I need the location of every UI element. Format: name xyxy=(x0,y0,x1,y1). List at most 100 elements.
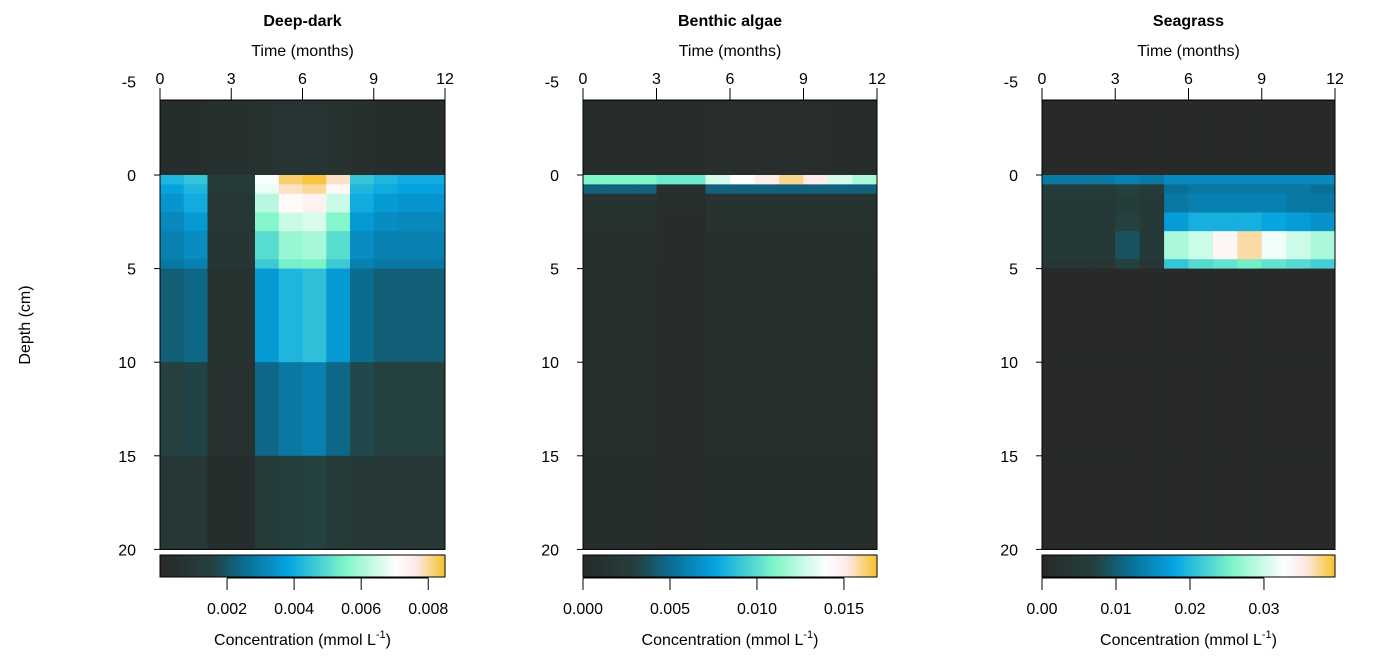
heatmap-cell xyxy=(326,193,351,213)
heatmap-cell xyxy=(183,268,208,363)
heatmap-cell xyxy=(421,268,446,363)
heatmap-cell xyxy=(278,193,303,213)
y-tick-label: -5 xyxy=(122,74,136,91)
heatmap-cell xyxy=(1286,100,1312,176)
heatmap-cell xyxy=(421,100,446,176)
heatmap-cell xyxy=(326,212,351,232)
heatmap-cell xyxy=(583,212,608,232)
heatmap-cell xyxy=(779,175,804,185)
heatmap-cell xyxy=(302,259,327,270)
heatmap-cell xyxy=(779,259,804,270)
heatmap-cell xyxy=(1261,259,1287,270)
heatmap-cell xyxy=(1212,193,1238,213)
heatmap-cell xyxy=(1066,455,1092,550)
heatmap-cell xyxy=(373,184,398,195)
heatmap-cell xyxy=(160,100,185,176)
heatmap-cell xyxy=(160,455,185,550)
heatmap-cell xyxy=(1286,231,1312,260)
heatmap-cell xyxy=(278,100,303,176)
heatmap-cell xyxy=(730,455,755,550)
heatmap-cell xyxy=(1066,259,1092,270)
y-tick-label: 10 xyxy=(118,355,136,372)
heatmap-cell xyxy=(632,175,657,185)
heatmap-cell xyxy=(255,455,280,550)
heatmap-cell xyxy=(1237,193,1263,213)
heatmap-cell xyxy=(1310,268,1336,363)
heatmap-cell xyxy=(803,259,829,270)
heatmap-cell xyxy=(1066,175,1092,185)
heatmap-cell xyxy=(231,268,256,363)
heatmap-cell xyxy=(730,231,755,260)
heatmap-cell xyxy=(632,193,657,213)
heatmap-cell xyxy=(852,193,878,213)
heatmap-cell xyxy=(373,231,398,260)
heatmap-cell xyxy=(1286,259,1312,270)
heatmap-cell xyxy=(681,212,706,232)
heatmap-cell xyxy=(160,362,185,457)
heatmap-cell xyxy=(350,212,375,232)
heatmap-cell xyxy=(1139,175,1165,185)
heatmap-cell xyxy=(583,362,608,457)
heatmap-cell xyxy=(1212,362,1238,457)
heatmap-cell xyxy=(1115,175,1141,185)
heatmap-cell xyxy=(1090,362,1116,457)
heatmap-cell xyxy=(730,259,755,270)
heatmap-cell xyxy=(828,193,853,213)
heatmap-cell xyxy=(1139,231,1165,260)
heatmap-cell xyxy=(1212,268,1238,363)
heatmap-cell xyxy=(852,259,878,270)
heatmap-cell xyxy=(207,193,232,213)
heatmap-cell xyxy=(397,184,422,195)
heatmap-cell xyxy=(852,184,878,195)
heatmap-cell xyxy=(302,184,327,195)
heatmap-cell xyxy=(1066,362,1092,457)
heatmap-cell xyxy=(681,193,706,213)
heatmap-cell xyxy=(1261,212,1287,232)
heatmap-cell xyxy=(160,175,185,185)
x-tick-label: 6 xyxy=(298,71,307,88)
heatmap-cell xyxy=(231,259,256,270)
heatmap-cell xyxy=(160,259,185,270)
heatmap-cell xyxy=(207,362,232,457)
heatmap-cell xyxy=(1188,259,1214,270)
heatmap-cell xyxy=(1139,455,1165,550)
heatmap-cell xyxy=(1310,212,1336,232)
heatmap-cell xyxy=(1261,362,1287,457)
heatmap-cell xyxy=(231,175,256,185)
x-tick-label: 12 xyxy=(436,71,454,88)
heatmap-cell xyxy=(397,100,422,176)
heatmap-cell xyxy=(373,175,398,185)
heatmap-cell xyxy=(1164,212,1189,232)
heatmap-cell xyxy=(1164,259,1189,270)
heatmap-cell xyxy=(1115,231,1141,260)
heatmap-cell xyxy=(1164,231,1189,260)
heatmap-cell xyxy=(1188,455,1214,550)
colorbar-label: Concentration (mmol L-1) xyxy=(642,629,819,649)
heatmap-cell xyxy=(632,259,657,270)
heatmap-cell xyxy=(852,212,878,232)
heatmap-cell xyxy=(231,184,256,195)
heatmap-cell xyxy=(1310,175,1336,185)
heatmap-cell xyxy=(350,100,375,176)
heatmap-cell xyxy=(1042,184,1067,195)
heatmap-cell xyxy=(1042,212,1067,232)
x-axis-label: Time (months) xyxy=(679,43,782,60)
heatmap-cell xyxy=(705,100,731,176)
heatmap-cell xyxy=(255,193,280,213)
heatmap-cell xyxy=(1042,268,1067,363)
heatmap-cell xyxy=(632,212,657,232)
heatmap-cell xyxy=(1212,212,1238,232)
x-tick-label: 3 xyxy=(652,71,661,88)
heatmap-cell xyxy=(207,184,232,195)
heatmap-cell xyxy=(754,184,780,195)
heatmap-cell xyxy=(1286,268,1312,363)
heatmap-cell xyxy=(1115,100,1141,176)
heatmap-cell xyxy=(397,268,422,363)
heatmap-cell xyxy=(1310,455,1336,550)
y-tick-label: 20 xyxy=(1000,542,1018,559)
heatmap-cell xyxy=(730,362,755,457)
heatmap-cell xyxy=(278,175,303,185)
heatmap-cell xyxy=(302,175,327,185)
heatmap-cell xyxy=(730,193,755,213)
heatmap-cell xyxy=(1115,268,1141,363)
